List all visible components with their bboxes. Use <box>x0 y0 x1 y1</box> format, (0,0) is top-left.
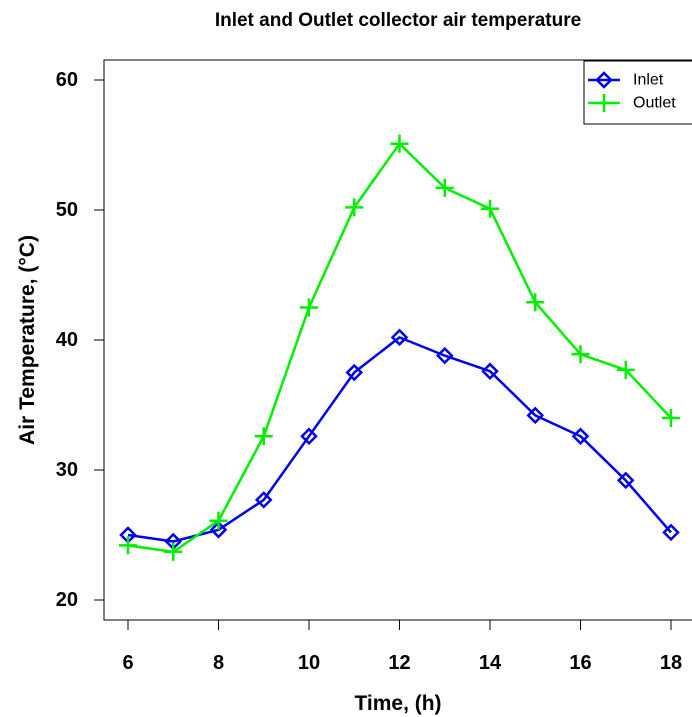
inlet-point <box>481 362 499 380</box>
series-layer <box>119 134 680 561</box>
outlet-point <box>254 427 273 446</box>
x-tick-label: 16 <box>569 652 591 674</box>
x-tick-label: 18 <box>660 652 682 674</box>
inlet-point <box>662 523 680 542</box>
outlet-point <box>481 199 499 218</box>
inlet-point <box>209 521 228 539</box>
y-tick-label: 20 <box>56 589 78 611</box>
outlet-point <box>390 134 409 153</box>
outlet-point <box>435 178 454 197</box>
outlet-point <box>119 536 137 555</box>
outlet-point <box>526 293 545 312</box>
legend-inlet-label: Inlet <box>633 72 664 89</box>
legend: Inlet Outlet <box>583 60 692 125</box>
outlet-series <box>119 134 680 561</box>
inlet-point <box>300 427 318 445</box>
inlet-point <box>526 406 545 425</box>
y-tick-label: 40 <box>56 329 78 351</box>
outlet-point <box>662 409 680 427</box>
y-tick-label: 60 <box>56 69 78 91</box>
legend-outlet-label: Outlet <box>633 95 676 112</box>
outlet-point <box>345 198 364 217</box>
legend-box <box>583 60 692 125</box>
inlet-point <box>571 427 590 445</box>
outlet-point <box>300 298 318 317</box>
legend-inlet-point <box>595 71 613 89</box>
outlet-series-line <box>127 142 672 554</box>
x-axis: 6 8 10 12 14 16 18 <box>122 619 682 674</box>
inlet-series-line <box>127 336 672 543</box>
outlet-point <box>209 511 228 530</box>
y-tick-label: 30 <box>56 459 78 481</box>
x-tick-label: 6 <box>122 652 133 674</box>
x-tick-label: 10 <box>298 652 320 674</box>
x-tick-label: 14 <box>479 652 502 674</box>
y-axis: 20 30 40 50 60 <box>56 69 105 611</box>
y-tick-label: 50 <box>56 199 78 221</box>
outlet-point <box>164 542 183 561</box>
x-tick-label: 12 <box>388 652 410 674</box>
inlet-point <box>254 491 273 509</box>
outlet-point <box>571 345 590 364</box>
y-axis-label: Air Temperature, (°C) <box>16 235 39 445</box>
inlet-point <box>390 328 409 347</box>
x-tick-label: 8 <box>213 652 224 674</box>
inlet-point <box>345 363 364 382</box>
x-axis-label: Time, (h) <box>354 692 441 715</box>
chart-title: Inlet and Outlet collector air temperatu… <box>215 10 581 31</box>
inlet-series <box>119 328 680 551</box>
legend-outlet-point <box>595 94 613 112</box>
inlet-point <box>435 346 454 365</box>
inlet-point <box>616 471 635 490</box>
outlet-point <box>616 360 635 379</box>
